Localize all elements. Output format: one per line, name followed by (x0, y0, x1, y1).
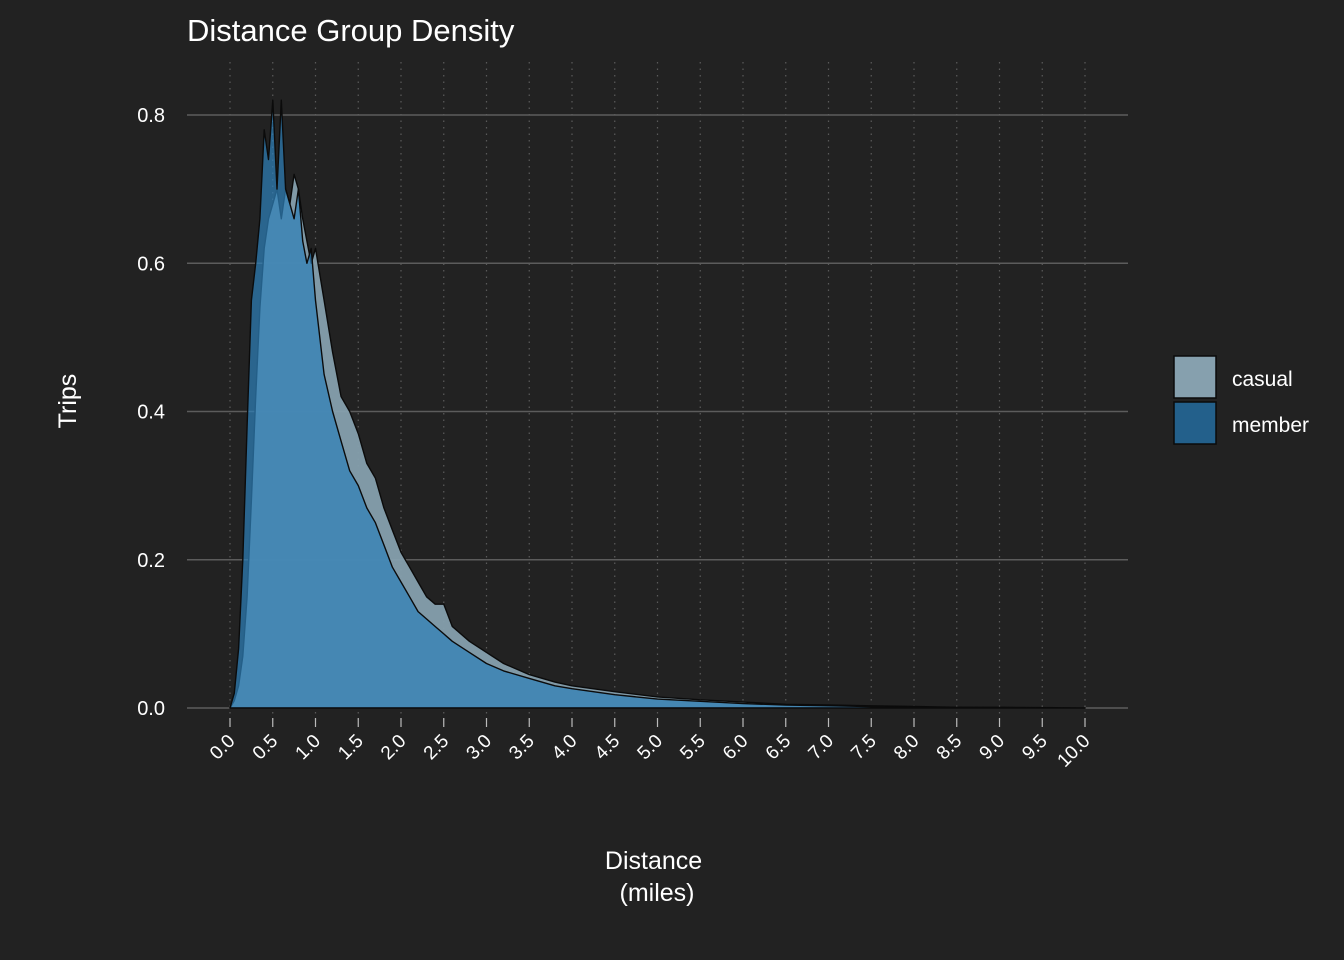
density-areas (229, 99, 1086, 709)
x-tick-label: 9.0 (976, 731, 1010, 765)
x-tick-label: 5.5 (676, 731, 710, 765)
legend-label-casual: casual (1232, 368, 1293, 391)
y-tick-label: 0.4 (137, 402, 165, 424)
x-tick-label: 8.5 (933, 731, 967, 765)
x-tick-label: 4.0 (548, 731, 582, 765)
chart-title: Distance Group Density (187, 13, 515, 48)
x-tick-label: 9.5 (1018, 731, 1052, 765)
x-tick-label: 10.0 (1054, 731, 1095, 772)
x-tick-label: 7.5 (847, 731, 881, 765)
y-tick-label: 0.6 (137, 253, 165, 275)
x-tick-label: 0.5 (249, 731, 283, 765)
x-tick-label: 8.0 (890, 731, 924, 765)
y-axis-label: Trips (54, 374, 82, 429)
x-tick-label: 4.5 (591, 731, 625, 765)
y-tick-label: 0.0 (137, 698, 165, 720)
y-tick-label: 0.8 (137, 105, 165, 127)
legend-key-casual (1173, 355, 1217, 399)
density-area-member (229, 99, 1086, 709)
x-axis-label-line-1: Distance (605, 847, 702, 875)
x-tick-label: 6.5 (762, 731, 796, 765)
x-tick-label: 7.0 (805, 731, 839, 765)
x-tick-label: 1.5 (334, 731, 368, 765)
x-tick-label: 0.0 (206, 731, 240, 765)
x-axis-ticks: 0.0 0.5 1.0 1.5 2.0 2.5 3.0 3.5 4.0 4.5 5.0 5.5 6.0 6… (206, 718, 1095, 772)
x-tick-label: 5.0 (634, 731, 668, 765)
legend: casual member (1173, 355, 1309, 445)
y-tick-label: 0.2 (137, 550, 165, 572)
x-tick-label: 3.0 (463, 731, 497, 765)
x-tick-label: 2.0 (377, 731, 411, 765)
y-axis-ticks: 0.0 0.2 0.4 0.6 0.8 (137, 105, 165, 720)
x-axis-label-line-2: (miles) (620, 879, 695, 907)
x-tick-label: 3.5 (505, 731, 539, 765)
x-tick-label: 6.0 (719, 731, 753, 765)
x-tick-label: 1.0 (292, 731, 326, 765)
legend-label-member: member (1232, 414, 1309, 437)
x-tick-label: 2.5 (420, 731, 454, 765)
legend-key-member (1173, 401, 1217, 445)
x-axis-label: Distance (miles) (605, 847, 709, 907)
